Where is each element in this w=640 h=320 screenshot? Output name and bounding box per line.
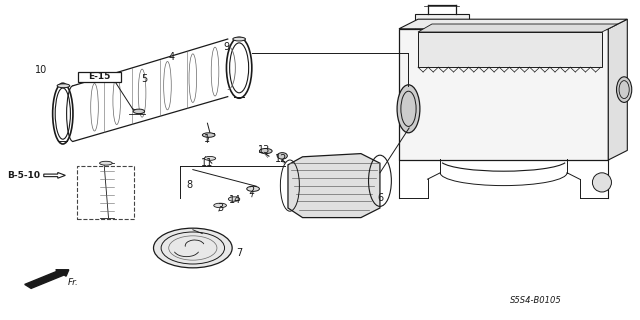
Text: Fr.: Fr. (68, 278, 79, 287)
Ellipse shape (100, 161, 112, 165)
Text: 4: 4 (169, 52, 175, 62)
Ellipse shape (228, 197, 240, 201)
Ellipse shape (616, 77, 632, 102)
FancyBboxPatch shape (78, 72, 121, 82)
Text: 8: 8 (187, 180, 193, 190)
Text: 1: 1 (204, 134, 211, 144)
Text: 9: 9 (223, 42, 230, 52)
Ellipse shape (57, 84, 70, 88)
Ellipse shape (593, 173, 611, 192)
Text: 13: 13 (259, 145, 271, 155)
Polygon shape (399, 29, 608, 160)
Text: 5: 5 (141, 74, 147, 84)
Polygon shape (418, 24, 618, 32)
Polygon shape (399, 19, 627, 29)
Polygon shape (288, 154, 380, 218)
Text: 2: 2 (249, 186, 255, 196)
Text: 12: 12 (275, 154, 288, 164)
Ellipse shape (154, 228, 232, 268)
Polygon shape (415, 14, 468, 29)
Ellipse shape (133, 109, 145, 114)
FancyArrow shape (25, 270, 68, 288)
Polygon shape (608, 19, 627, 160)
Ellipse shape (397, 85, 420, 133)
Ellipse shape (214, 203, 227, 208)
Ellipse shape (233, 37, 246, 41)
Ellipse shape (247, 186, 259, 191)
Ellipse shape (204, 156, 216, 160)
Text: 3: 3 (217, 203, 223, 213)
FancyArrow shape (44, 172, 65, 178)
Text: B-5-10: B-5-10 (8, 171, 40, 180)
Ellipse shape (259, 148, 272, 154)
Ellipse shape (277, 153, 287, 159)
Text: S5S4-B0105: S5S4-B0105 (509, 296, 561, 305)
Text: E-15: E-15 (88, 72, 111, 81)
Ellipse shape (202, 133, 215, 137)
Text: 10: 10 (35, 65, 47, 75)
Text: 6: 6 (377, 193, 383, 203)
Bar (77, 166, 134, 219)
Polygon shape (418, 32, 602, 67)
Text: 7: 7 (236, 248, 243, 258)
Text: 11: 11 (202, 157, 214, 168)
Text: 14: 14 (229, 195, 241, 205)
